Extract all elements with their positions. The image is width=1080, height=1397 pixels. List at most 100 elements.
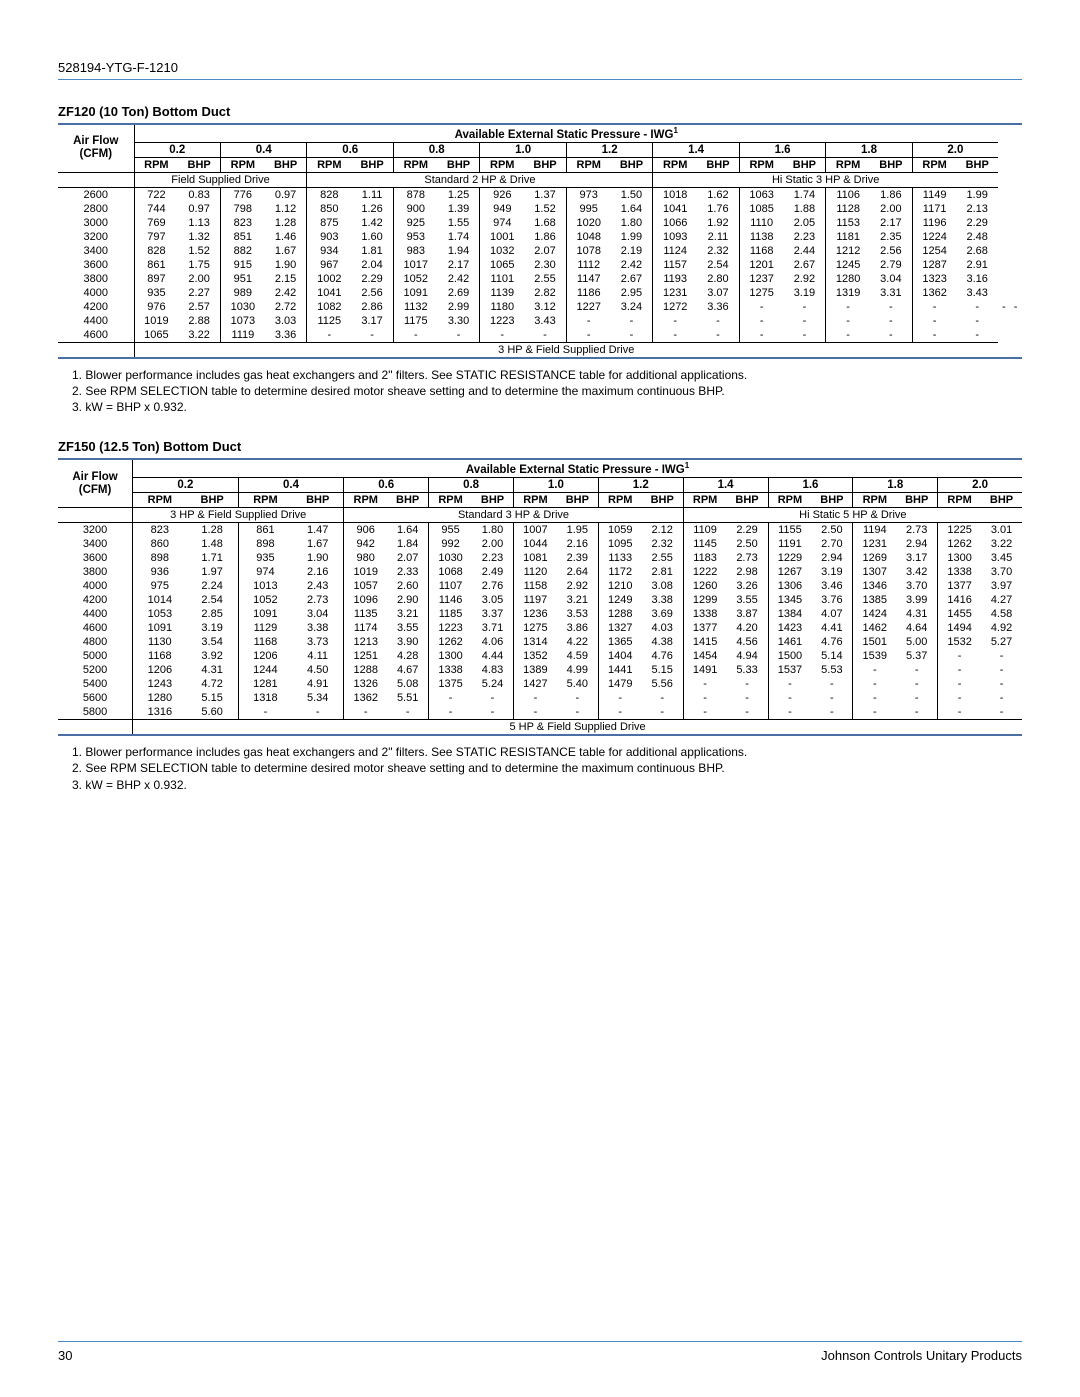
note-line: 1. Blower performance includes gas heat … bbox=[72, 744, 1022, 760]
data-cell: 1338 bbox=[683, 607, 726, 621]
sub-col: BHP bbox=[784, 157, 826, 172]
sub-col: RPM bbox=[853, 493, 896, 508]
available-header: Available External Static Pressure - IWG… bbox=[134, 125, 998, 142]
data-cell: 3.30 bbox=[438, 314, 480, 328]
data-cell: 1091 bbox=[393, 286, 437, 300]
data-cell: 2.56 bbox=[351, 286, 393, 300]
data-cell: 1110 bbox=[739, 216, 783, 230]
data-cell: 776 bbox=[221, 187, 265, 202]
sub-col: BHP bbox=[178, 157, 220, 172]
data-cell: 2.82 bbox=[524, 286, 566, 300]
cfm-cell: 4400 bbox=[58, 607, 133, 621]
data-cell: 2.99 bbox=[438, 300, 480, 314]
sub-col: BHP bbox=[896, 493, 937, 508]
sub-col: BHP bbox=[611, 157, 653, 172]
data-cell: - bbox=[870, 300, 912, 314]
data-cell: 1.67 bbox=[265, 244, 307, 258]
data-cell: 1262 bbox=[938, 537, 981, 551]
data-cell: 3.04 bbox=[292, 607, 344, 621]
data-cell: 1338 bbox=[429, 663, 472, 677]
data-cell: 3.07 bbox=[697, 286, 739, 300]
cfm-cell: 2800 bbox=[58, 202, 134, 216]
data-cell: 1.67 bbox=[292, 537, 344, 551]
data-cell: - bbox=[938, 677, 981, 691]
data-cell: - bbox=[896, 677, 937, 691]
data-cell: 1479 bbox=[598, 677, 641, 691]
data-cell: 1501 bbox=[853, 635, 896, 649]
pressure-group: 2.0 bbox=[938, 478, 1022, 493]
data-cell: 1231 bbox=[653, 286, 697, 300]
table-notes: 1. Blower performance includes gas heat … bbox=[72, 744, 1022, 793]
data-cell: 1.32 bbox=[178, 230, 220, 244]
data-cell: 1191 bbox=[768, 537, 811, 551]
data-cell: 1.86 bbox=[524, 230, 566, 244]
data-cell: 1120 bbox=[513, 565, 556, 579]
data-cell: 1.97 bbox=[187, 565, 239, 579]
data-cell: 1.88 bbox=[784, 202, 826, 216]
data-cell: - bbox=[566, 328, 610, 343]
data-cell: 3.73 bbox=[292, 635, 344, 649]
data-cell: 2.73 bbox=[896, 523, 937, 538]
data-cell: 1041 bbox=[653, 202, 697, 216]
data-cell: 906 bbox=[344, 523, 387, 538]
data-cell: - bbox=[768, 705, 811, 720]
sub-col: BHP bbox=[265, 157, 307, 172]
data-cell: 1280 bbox=[826, 272, 870, 286]
data-cell: 4.72 bbox=[187, 677, 239, 691]
data-cell: 1318 bbox=[238, 691, 292, 705]
data-cell: 1316 bbox=[133, 705, 187, 720]
data-cell: 1146 bbox=[429, 593, 472, 607]
data-cell: 5.00 bbox=[896, 635, 937, 649]
data-cell: 1073 bbox=[221, 314, 265, 328]
pressure-group: 1.0 bbox=[513, 478, 598, 493]
data-cell: 2.44 bbox=[784, 244, 826, 258]
note-line: 3. kW = BHP x 0.932. bbox=[72, 777, 1022, 793]
data-cell: 2.07 bbox=[524, 244, 566, 258]
data-cell: 2.13 bbox=[956, 202, 998, 216]
data-cell: 1124 bbox=[653, 244, 697, 258]
data-cell: 2.54 bbox=[697, 258, 739, 272]
data-cell: - bbox=[393, 328, 437, 343]
data-cell: 1.81 bbox=[351, 244, 393, 258]
data-cell: 3.90 bbox=[387, 635, 428, 649]
data-cell: - bbox=[429, 705, 472, 720]
cfm-cell: 3200 bbox=[58, 230, 134, 244]
data-cell: 903 bbox=[307, 230, 351, 244]
data-cell: 1244 bbox=[238, 663, 292, 677]
data-cell: 4.06 bbox=[472, 635, 513, 649]
data-cell: 4.92 bbox=[981, 621, 1022, 635]
data-cell: 1.80 bbox=[611, 216, 653, 230]
data-cell: 935 bbox=[134, 286, 178, 300]
data-cell: 1132 bbox=[393, 300, 437, 314]
data-cell: 1.74 bbox=[438, 230, 480, 244]
data-cell: 1362 bbox=[344, 691, 387, 705]
footer-drive-label: 5 HP & Field Supplied Drive bbox=[133, 720, 1022, 735]
data-cell: 5.51 bbox=[387, 691, 428, 705]
data-cell: 1245 bbox=[826, 258, 870, 272]
data-cell: 2.30 bbox=[524, 258, 566, 272]
data-cell: 797 bbox=[134, 230, 178, 244]
sub-col: RPM bbox=[683, 493, 726, 508]
data-cell: 942 bbox=[344, 537, 387, 551]
data-cell: - bbox=[896, 705, 937, 720]
data-cell: 1532 bbox=[938, 635, 981, 649]
data-cell: 1183 bbox=[683, 551, 726, 565]
data-cell: 1307 bbox=[853, 565, 896, 579]
data-cell: 1500 bbox=[768, 649, 811, 663]
pressure-group: 0.4 bbox=[221, 142, 307, 157]
data-cell: 3.97 bbox=[981, 579, 1022, 593]
data-cell: 2.70 bbox=[811, 537, 852, 551]
data-cell: 2.04 bbox=[351, 258, 393, 272]
data-cell: 2.73 bbox=[727, 551, 768, 565]
data-cell: 2.54 bbox=[187, 593, 239, 607]
data-cell: 1168 bbox=[739, 244, 783, 258]
data-cell: 5.60 bbox=[187, 705, 239, 720]
data-cell: - bbox=[1010, 300, 1022, 314]
data-cell: 1.50 bbox=[611, 187, 653, 202]
sub-col: RPM bbox=[513, 493, 556, 508]
data-cell: - bbox=[981, 691, 1022, 705]
data-cell: 1345 bbox=[768, 593, 811, 607]
sub-col: BHP bbox=[956, 157, 998, 172]
data-cell: 1424 bbox=[853, 607, 896, 621]
data-cell: - bbox=[653, 328, 697, 343]
